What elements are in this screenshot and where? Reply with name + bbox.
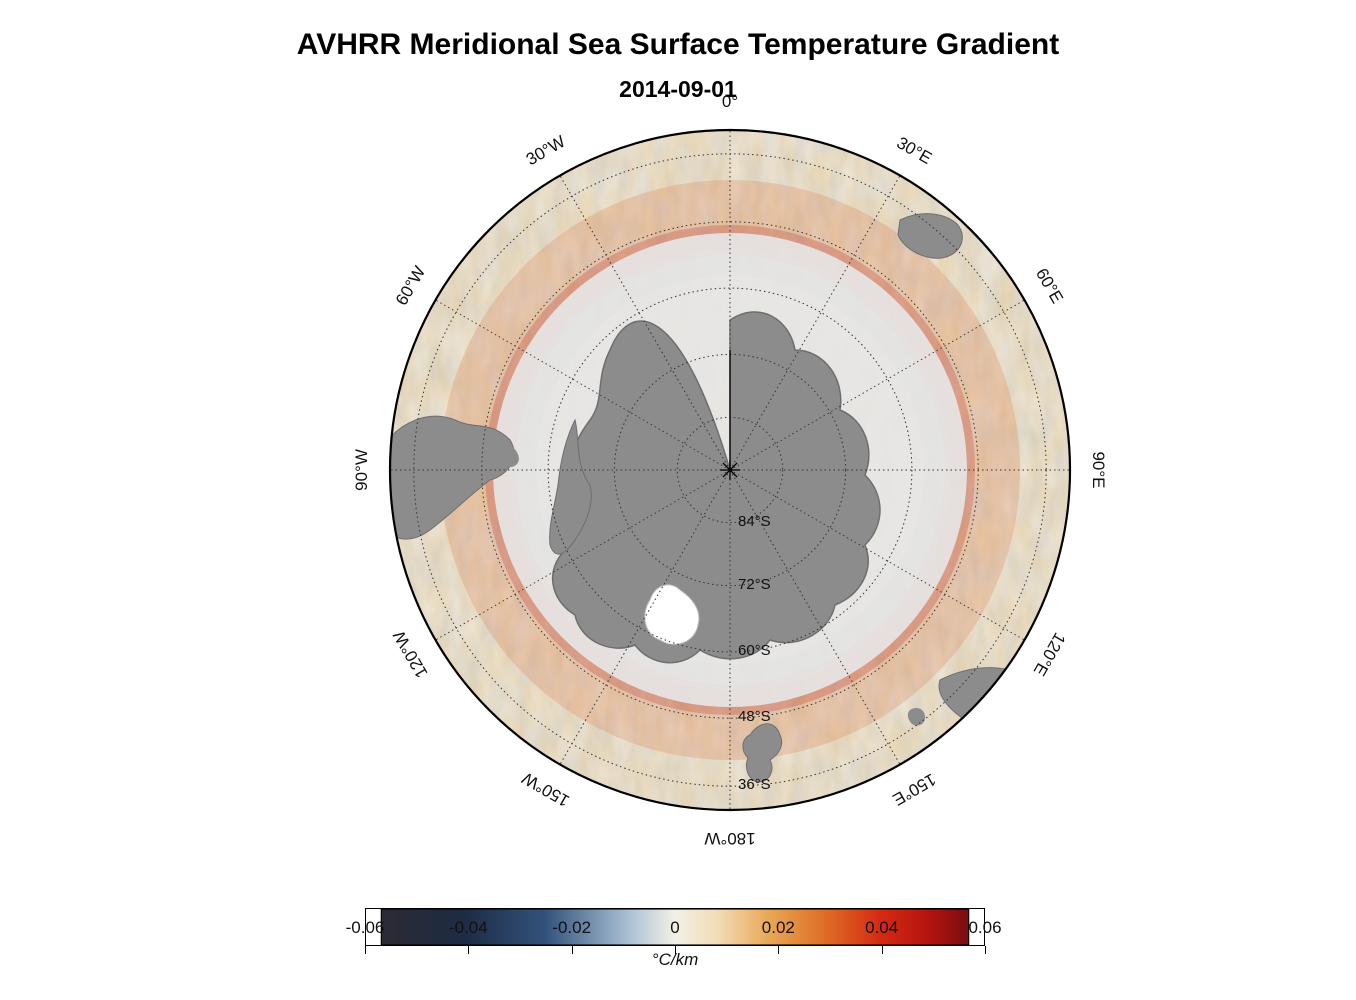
colorbar-tick-label: 0.04 [865,918,898,938]
colorbar-tick-label: 0 [670,918,679,938]
colorbar-tick-label: 0.06 [968,918,1001,938]
longitude-label: 90°E [1088,451,1108,488]
colorbar-tick [985,946,986,954]
root-container: AVHRR Meridional Sea Surface Temperature… [0,0,1356,1000]
colorbar[interactable]: -0.06 -0.04 -0.02 0 0.02 0.04 0.06 °C/km [365,908,985,956]
colorbar-tick-label: -0.06 [346,918,385,938]
chart-subtitle: 2014-09-01 [0,76,1356,103]
latitude-circle-label: 36°S [738,776,771,793]
latitude-circle-label: 84°S [738,513,771,530]
longitude-label: 0° [722,92,738,112]
colorbar-unit-label: °C/km [365,950,985,970]
colorbar-tick-label: 0.02 [762,918,795,938]
latitude-circle-label: 48°S [738,708,771,725]
latitude-circle-label: 72°S [738,576,771,593]
polar-svg-canvas[interactable] [380,120,1080,820]
colorbar-tick-label: -0.02 [552,918,591,938]
longitude-label: 180°W [704,828,755,848]
polar-plot[interactable]: 0° 30°E 60°E 90°E 120°E 150°E 180°W 150°W 120°W 9… [380,120,1080,820]
chart-title: AVHRR Meridional Sea Surface Temperature… [0,28,1356,62]
latitude-circle-label: 60°S [738,642,771,659]
colorbar-tick-label: -0.04 [449,918,488,938]
longitude-label: 90°W [352,449,372,491]
